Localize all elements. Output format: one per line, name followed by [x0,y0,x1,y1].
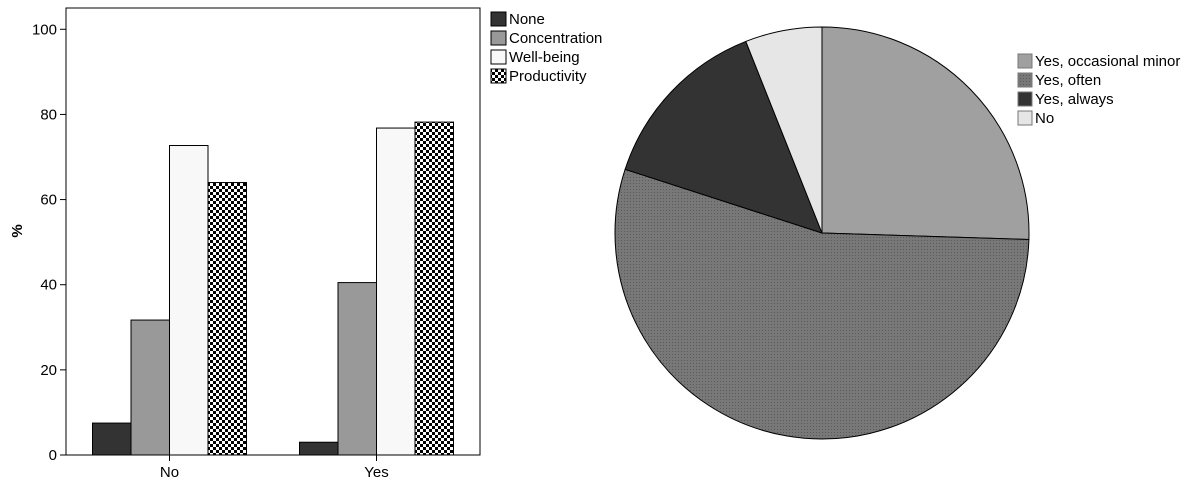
bar-productivity-no [207,182,247,456]
legend-label: Productivity [509,68,587,85]
bar-legend: None Concentration Well-being Productivity [490,11,602,85]
pie-chart: Yes, occasional minor Yes, often Yes, alwa… [614,26,1180,440]
legend-label: No [1035,110,1054,127]
legend-label: Yes, occasional minor [1035,53,1180,70]
y-tick-label: 80 [40,106,57,123]
legend-label: Concentration [509,30,602,47]
bar-concentration-yes [337,282,377,456]
legend-swatch [490,49,507,65]
x-tick-label: No [160,464,179,480]
bar-none-no [92,422,132,456]
bar-productivity-yes [414,121,454,456]
bar-concentration-no [130,319,170,456]
bars [92,121,454,456]
legend-swatch [490,68,507,84]
legend-label: Well-being [509,49,580,66]
legend-swatch [490,30,507,46]
legend-swatch [1017,91,1033,107]
legend-label: Yes, always [1035,91,1114,108]
legend-label: Yes, often [1035,72,1101,89]
bar-chart: 0 20 40 60 80 100 No Yes % None Concentration We… [9,7,602,480]
x-axis: No Yes [160,455,389,480]
y-axis: 0 20 40 60 80 100 [32,21,66,464]
y-tick-label: 20 [40,362,57,379]
y-tick-label: 60 [40,192,57,209]
x-tick-label: Yes [364,464,388,480]
pie-slice-yes-often [614,168,1030,440]
y-tick-label: 100 [32,21,57,38]
pie-slice-yes-always [624,40,823,234]
legend-label: None [509,11,545,28]
bar-none-yes [299,441,339,456]
y-axis-label: % [9,224,26,237]
pie-slice-no [745,26,823,234]
pie-legend: Yes, occasional minor Yes, often Yes, alwa… [1017,53,1180,127]
pie-slice-yes-occasional-minor [821,26,1030,240]
legend-swatch [490,11,507,27]
y-tick-label: 40 [40,277,57,294]
bar-well-being-no [169,145,209,456]
pie-slices [614,26,1030,440]
legend-swatch [1017,53,1033,69]
bar-well-being-yes [376,127,416,456]
y-tick-label: 0 [49,447,57,464]
legend-swatch [1017,110,1033,126]
legend-swatch [1017,72,1033,88]
